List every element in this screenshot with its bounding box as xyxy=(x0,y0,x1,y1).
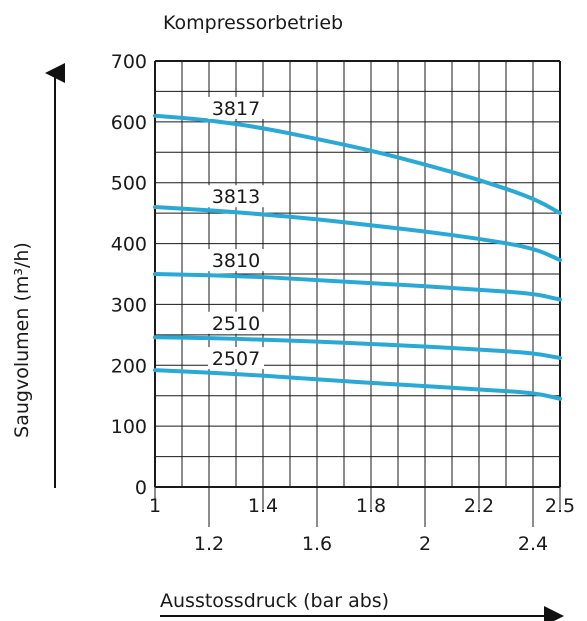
series-line-3817 xyxy=(153,113,562,216)
x-axis-label: Ausstossdruck (bar abs) xyxy=(160,590,389,612)
y-tick-label: 500 xyxy=(111,173,147,195)
y-tick-label: 0 xyxy=(135,477,147,499)
x-tick-label: 1.4 xyxy=(248,495,278,517)
series-lines: 3817 3813 3810 2510 2507 xyxy=(153,96,562,401)
series-label-bg xyxy=(208,249,264,272)
x-tick-label: 2.5 xyxy=(545,495,575,517)
y-tick-label: 100 xyxy=(111,416,147,438)
y-tick-label: 600 xyxy=(111,112,147,134)
x-tick-label: 1 xyxy=(149,495,161,517)
plot-grid xyxy=(154,60,561,488)
series-line-2507 xyxy=(153,368,562,401)
chart-title: Kompressorbetrieb xyxy=(163,12,343,34)
series-label-3810: 3810 xyxy=(212,250,260,272)
x-tick-label: 2.2 xyxy=(464,495,494,517)
x-tick-label: 2 xyxy=(419,533,431,555)
y-tick-label: 700 xyxy=(111,51,147,73)
y-tick-label: 300 xyxy=(111,294,147,316)
series-label-bg xyxy=(208,347,264,370)
x-tick-label: 2.4 xyxy=(518,533,548,555)
y-tick-label: 200 xyxy=(111,355,147,377)
series-label-2510: 2510 xyxy=(212,313,260,335)
series-label-bg xyxy=(208,185,264,208)
series-label-bg xyxy=(208,96,264,119)
series-label-bg xyxy=(208,311,264,334)
series-line-3810 xyxy=(153,272,562,302)
y-tick-label: 400 xyxy=(111,234,147,256)
series-label-3817: 3817 xyxy=(212,98,260,120)
x-tick-label: 1.8 xyxy=(356,495,386,517)
series-label-2507: 2507 xyxy=(212,348,260,370)
series-line-2510 xyxy=(153,335,562,360)
series-label-3813: 3813 xyxy=(212,186,260,208)
y-axis-label: Saugvolumen (m³/h) xyxy=(11,242,33,438)
x-tick-label: 1.6 xyxy=(302,533,332,555)
x-tick-label: 1.2 xyxy=(194,533,224,555)
series-line-3813 xyxy=(153,205,562,263)
axis-ticks: 0 100 200 300 400 500 600 700 1 1.4 1.8 2.2 2.5 1.2 1.… xyxy=(111,51,575,555)
